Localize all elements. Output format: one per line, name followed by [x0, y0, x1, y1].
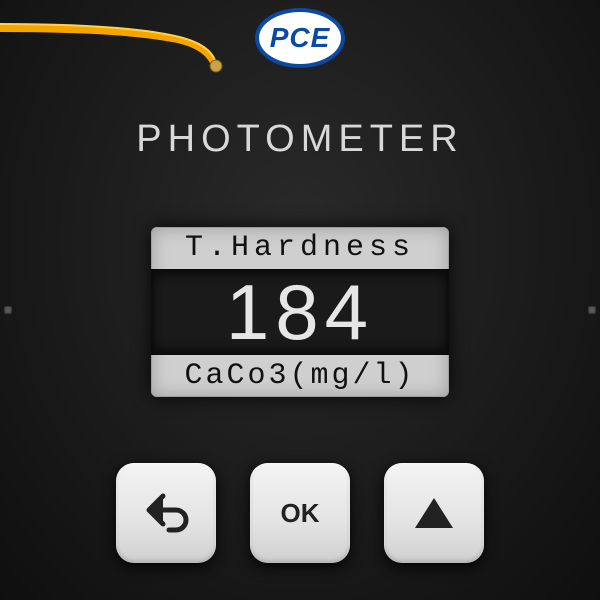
sensor-cable [0, 18, 230, 62]
right-marker-dot [588, 306, 596, 314]
display-unit-label: CaCo3(mg/l) [151, 355, 449, 397]
up-button[interactable] [384, 463, 484, 563]
button-row: OK [0, 463, 600, 563]
ok-button[interactable]: OK [250, 463, 350, 563]
logo-text: PCE [270, 22, 331, 54]
left-marker-dot [4, 306, 12, 314]
display-value: 184 [151, 269, 449, 355]
triangle-up-icon [409, 488, 459, 538]
lcd-display: T.Hardness 184 CaCo3(mg/l) [151, 227, 449, 397]
device-title: PHOTOMETER [0, 118, 600, 161]
back-button[interactable] [116, 463, 216, 563]
return-arrow-icon [139, 486, 193, 540]
display-parameter-label: T.Hardness [151, 227, 449, 269]
pce-logo: PCE [255, 8, 345, 68]
ok-button-label: OK [281, 498, 320, 529]
